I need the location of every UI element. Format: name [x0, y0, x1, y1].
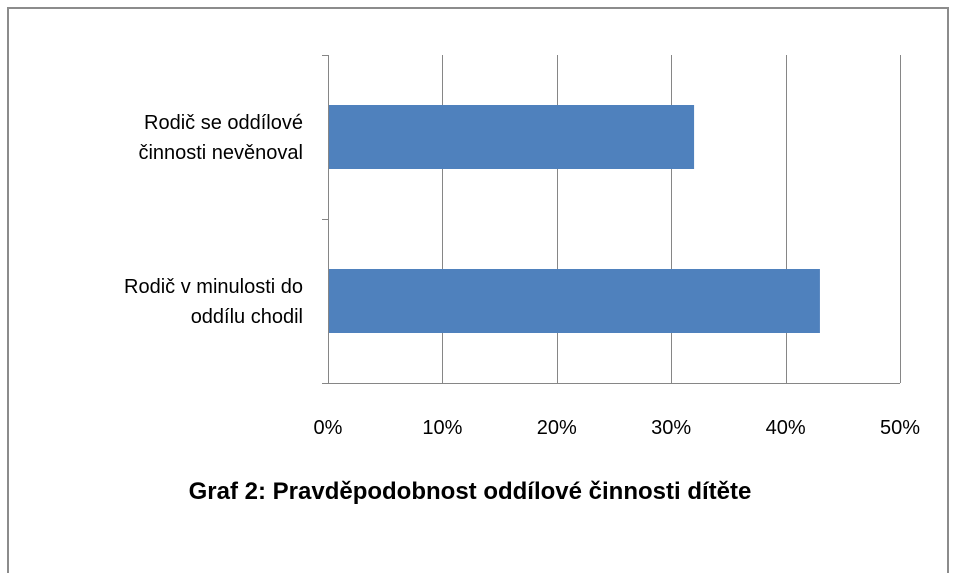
x-tick-label: 10% [422, 417, 462, 439]
x-tick-label: 50% [880, 417, 920, 439]
chart-frame [7, 7, 949, 573]
category-label: Rodič se oddílové činnosti nevěnoval [138, 112, 303, 164]
chart-caption: Graf 2: Pravděpodobnost oddílové činnost… [188, 478, 752, 505]
x-tick-label: 0% [314, 417, 343, 439]
bar [329, 105, 695, 169]
x-tick-label: 30% [651, 417, 691, 439]
category-label-line: oddílu chodil [191, 306, 303, 328]
category-label: Rodič v minulosti do oddílu chodil [124, 276, 303, 328]
category-label-line: činnosti nevěnoval [138, 142, 303, 164]
x-tick-label: 20% [537, 417, 577, 439]
x-tick-label: 40% [766, 417, 806, 439]
category-label-line: Rodič se oddílové [144, 112, 303, 134]
bar [329, 269, 820, 333]
category-label-line: Rodič v minulosti do [124, 276, 303, 298]
